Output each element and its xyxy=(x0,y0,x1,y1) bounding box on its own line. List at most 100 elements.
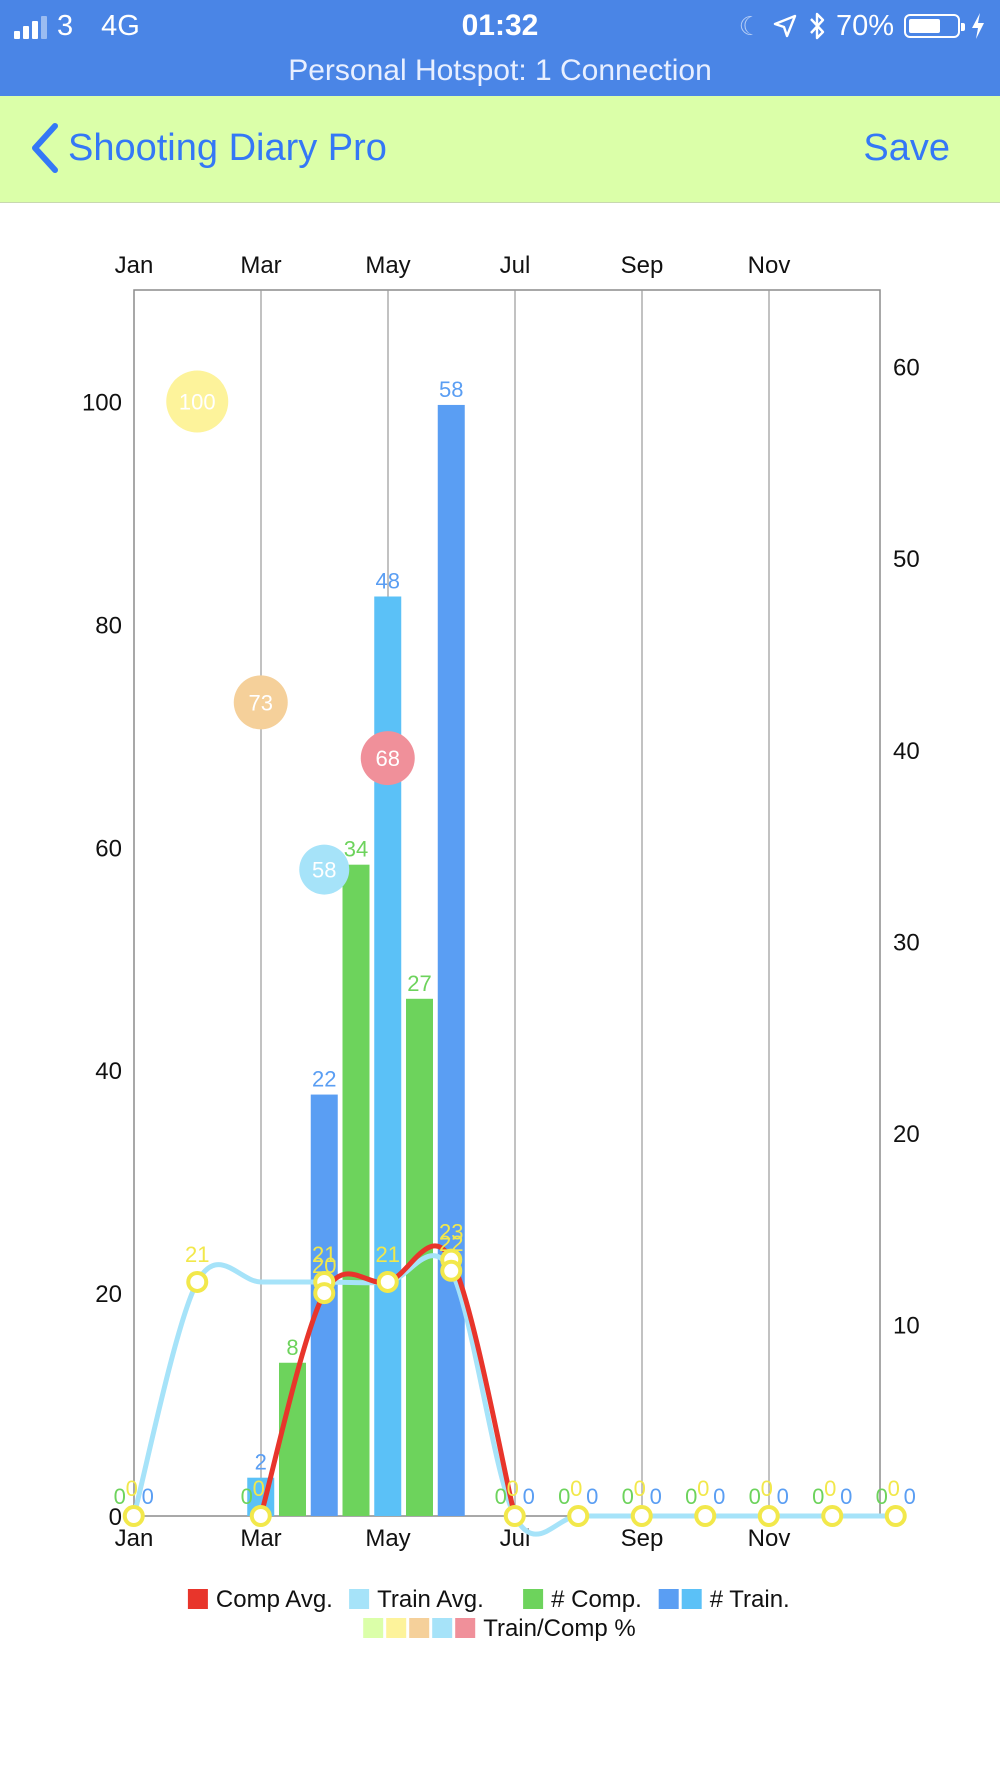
legend-swatch xyxy=(681,1589,702,1609)
navigation-bar: Shooting Diary Pro Save xyxy=(0,96,1000,203)
zero-value-label: 0 xyxy=(142,1484,154,1509)
legend-swatch xyxy=(386,1618,407,1638)
zero-value-label: 0 xyxy=(876,1484,888,1509)
bar-value-label: 8 xyxy=(286,1335,298,1360)
zero-value-label: 0 xyxy=(507,1476,519,1501)
bar xyxy=(310,1094,338,1516)
zero-value-label: 0 xyxy=(241,1484,253,1509)
zero-value-label: 0 xyxy=(622,1484,634,1509)
zero-value-label: 0 xyxy=(650,1484,662,1509)
legend-label: # Comp. xyxy=(551,1586,642,1613)
bubble xyxy=(166,370,229,433)
x-tick-label-bottom: Mar xyxy=(240,1525,281,1552)
x-tick-label-bottom: May xyxy=(365,1525,410,1552)
x-tick-label-top: Nov xyxy=(748,252,791,279)
zero-value-label: 0 xyxy=(570,1476,582,1501)
bubble-value-label: 73 xyxy=(249,690,273,715)
status-right: ☾ 70% xyxy=(739,6,986,46)
line-marker xyxy=(757,1505,780,1527)
location-arrow-icon xyxy=(773,14,797,38)
legend-swatch xyxy=(187,1589,208,1609)
hotspot-banner[interactable]: Personal Hotspot: 1 Connection xyxy=(288,54,712,87)
bubble xyxy=(233,675,288,730)
y-right-tick-label: 20 xyxy=(893,1121,920,1148)
line-marker xyxy=(122,1505,145,1527)
legend-label: Train/Comp % xyxy=(483,1615,635,1642)
y-right-tick-label: 10 xyxy=(893,1312,920,1339)
legend-label: Comp Avg. xyxy=(216,1586,333,1613)
x-tick-label-bottom: Nov xyxy=(748,1525,791,1552)
bubble xyxy=(360,731,415,786)
y-right-tick-label: 30 xyxy=(893,929,920,956)
x-tick-label-top: Jan xyxy=(115,252,154,279)
x-tick-label-top: Mar xyxy=(240,252,281,279)
marker-value-label: 21 xyxy=(185,1242,209,1267)
zero-value-label: 0 xyxy=(126,1476,138,1501)
zero-value-label: 0 xyxy=(824,1476,836,1501)
line-marker xyxy=(313,1282,336,1305)
zero-value-label: 0 xyxy=(495,1484,507,1509)
chevron-left-icon xyxy=(32,123,58,173)
charging-bolt-icon xyxy=(972,13,984,39)
legend-swatch xyxy=(363,1618,384,1638)
y-left-tick-label: 60 xyxy=(95,835,122,862)
line-marker xyxy=(884,1505,907,1527)
x-tick-label-top: Sep xyxy=(621,252,664,279)
zero-value-label: 0 xyxy=(523,1484,535,1509)
save-button[interactable]: Save xyxy=(863,127,950,169)
zero-value-label: 0 xyxy=(586,1484,598,1509)
battery-nub xyxy=(961,23,965,31)
line-marker xyxy=(376,1270,399,1293)
zero-value-label: 0 xyxy=(253,1476,265,1501)
y-left-tick-label: 20 xyxy=(95,1281,122,1308)
bubble-value-label: 100 xyxy=(179,389,216,414)
moon-icon: ☾ xyxy=(738,10,762,41)
line-marker xyxy=(567,1505,590,1527)
zero-value-label: 0 xyxy=(749,1484,761,1509)
x-tick-label-bottom: Sep xyxy=(621,1525,664,1552)
line-marker xyxy=(503,1505,526,1527)
legend-label: # Train. xyxy=(710,1586,790,1613)
marker-value-label: 22 xyxy=(439,1231,463,1256)
bubble-value-label: 58 xyxy=(312,858,336,883)
legend-swatch xyxy=(432,1618,453,1638)
chart-markers xyxy=(122,1248,907,1527)
chart-axes: JanJanMarMarMayMayJulJulSepSepNovNov0204… xyxy=(82,252,920,1552)
zero-value-label: 0 xyxy=(634,1476,646,1501)
line-marker xyxy=(821,1505,844,1527)
bar-value-label: 22 xyxy=(312,1067,336,1092)
zero-value-label: 0 xyxy=(761,1476,773,1501)
zero-value-label: 0 xyxy=(558,1484,570,1509)
bar-value-label: 27 xyxy=(407,971,431,996)
cellular-signal-icon xyxy=(14,13,47,39)
marker-value-label: 21 xyxy=(376,1242,400,1267)
carrier-label: 3 xyxy=(57,9,74,42)
line-marker xyxy=(186,1270,209,1293)
bar-value-label: 34 xyxy=(344,837,368,862)
legend-swatch xyxy=(523,1589,544,1609)
bar xyxy=(437,404,465,1516)
zero-value-label: 0 xyxy=(713,1484,725,1509)
zero-value-label: 0 xyxy=(904,1484,916,1509)
zero-value-label: 0 xyxy=(685,1484,697,1509)
zero-value-label: 0 xyxy=(812,1484,824,1509)
y-left-tick-label: 80 xyxy=(95,612,122,639)
y-left-tick-label: 40 xyxy=(95,1058,122,1085)
back-button[interactable]: Shooting Diary Pro xyxy=(28,116,387,180)
x-tick-label-bottom: Jan xyxy=(115,1525,154,1552)
bar xyxy=(342,864,370,1516)
battery-icon xyxy=(904,14,965,38)
status-time: 01:32 xyxy=(461,9,539,42)
bubble xyxy=(299,844,350,895)
chart-grid xyxy=(133,289,881,1517)
y-right-tick-label: 50 xyxy=(893,546,920,573)
zero-value-label: 0 xyxy=(888,1476,900,1501)
legend-swatch xyxy=(455,1618,476,1638)
y-right-tick-label: 40 xyxy=(893,738,920,765)
zero-value-label: 0 xyxy=(114,1484,126,1509)
chart-bubbles: 100 73 58 68 xyxy=(166,370,415,895)
line-marker xyxy=(694,1505,717,1527)
bar-value-label: 2 xyxy=(255,1450,267,1475)
battery-fill xyxy=(909,19,940,33)
